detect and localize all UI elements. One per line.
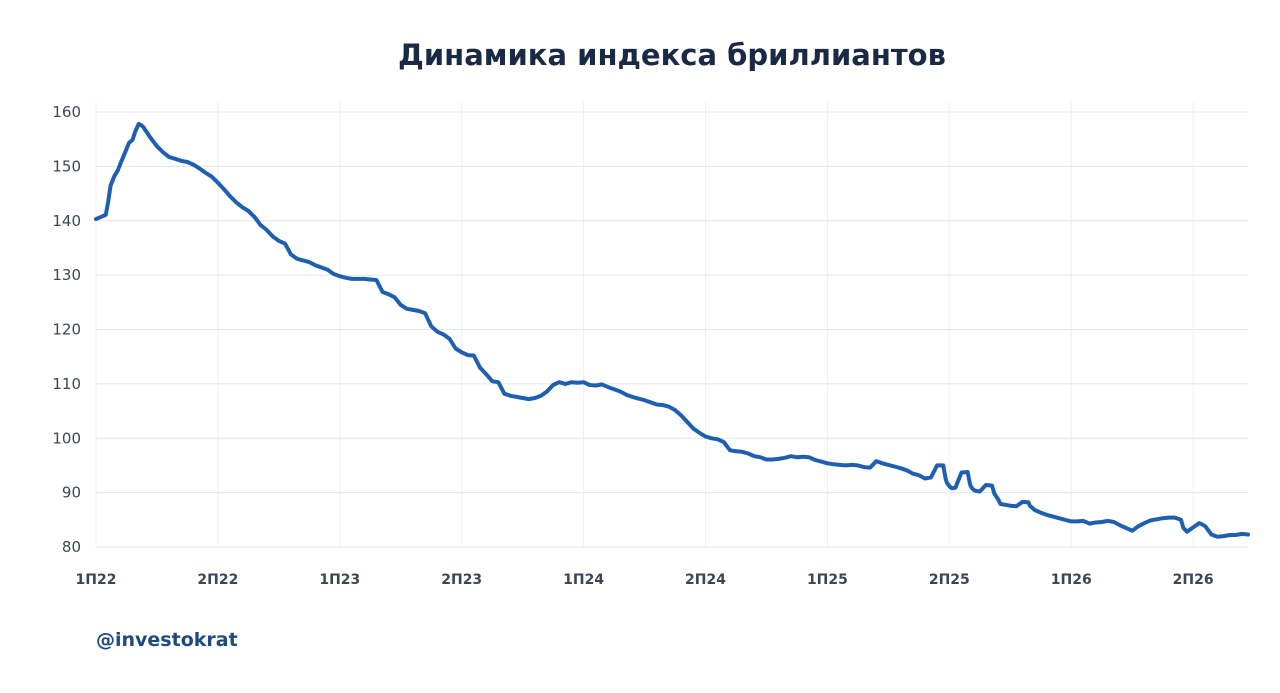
x-tick-label: 1П26 — [1051, 572, 1092, 588]
y-tick-label: 110 — [52, 375, 81, 393]
y-axis-ticks: 80 90 100 110 120 130 140 150 160 — [52, 103, 81, 556]
x-tick-label: 1П24 — [563, 572, 604, 588]
y-tick-label: 140 — [52, 212, 81, 230]
x-tick-label: 2П25 — [929, 572, 970, 588]
y-tick-label: 160 — [52, 103, 81, 121]
watermark: @investokrat — [96, 629, 238, 651]
y-tick-label: 80 — [62, 538, 81, 556]
x-tick-label: 2П22 — [197, 572, 238, 588]
x-tick-label: 1П22 — [76, 572, 117, 588]
x-tick-label: 1П23 — [319, 572, 360, 588]
chart-title: Динамика индекса бриллиантов — [398, 38, 946, 72]
y-tick-label: 100 — [52, 429, 81, 447]
x-tick-label: 1П25 — [807, 572, 848, 588]
y-tick-label: 120 — [52, 321, 81, 339]
y-tick-label: 90 — [62, 484, 81, 502]
x-tick-label: 2П23 — [441, 572, 482, 588]
series-line — [94, 122, 1250, 539]
x-tick-label: 2П24 — [685, 572, 726, 588]
y-tick-label: 130 — [52, 266, 81, 284]
series-group — [94, 122, 1250, 539]
x-tick-label: 2П26 — [1173, 572, 1214, 588]
x-axis-ticks: 1П22 2П22 1П23 2П23 1П24 2П24 1П25 2П25 1П26 2П26 — [76, 572, 1214, 588]
y-tick-label: 150 — [52, 157, 81, 175]
grid — [95, 102, 1248, 548]
